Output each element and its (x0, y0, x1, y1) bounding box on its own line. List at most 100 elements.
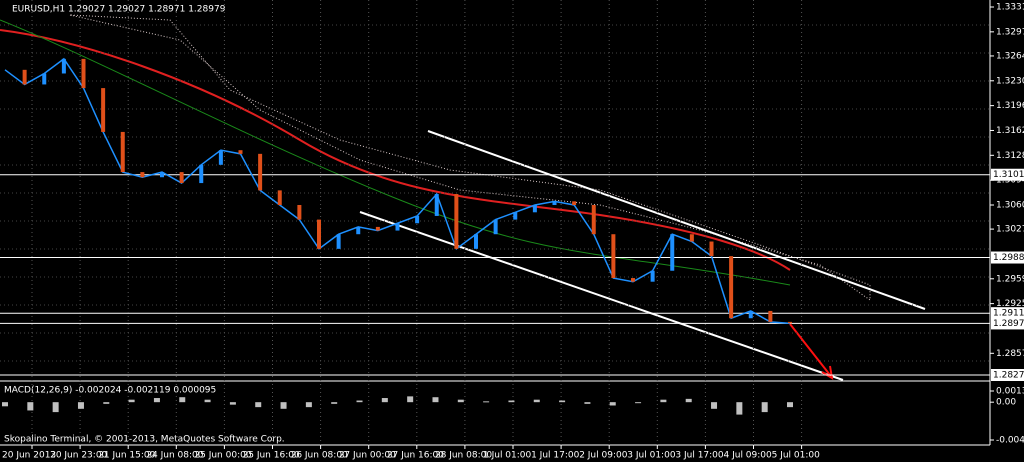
time-label: 26 Jun 08:00 (291, 451, 348, 461)
price-tick-label: 1.33310 (996, 3, 1024, 13)
macd-bar (77, 402, 84, 409)
level-label: 1.28979 (993, 319, 1024, 329)
candle (631, 278, 635, 282)
candle (434, 194, 439, 216)
macd-bar (356, 400, 363, 403)
macd-bar (787, 402, 793, 408)
time-label: 27 Jun 00:00 (339, 451, 396, 461)
macd-bar (179, 397, 186, 403)
macd-bar (761, 402, 768, 413)
price-tick-label: 1.31620 (996, 126, 1024, 136)
price-tick-label: 1.29250 (996, 299, 1024, 309)
price-tick-label: 1.31280 (996, 151, 1024, 161)
candle (297, 204, 302, 220)
macd-bar (52, 402, 59, 413)
candle (650, 270, 655, 282)
candle (218, 150, 223, 165)
candle (493, 219, 498, 235)
level-label-box (991, 168, 1024, 181)
candle (81, 58, 86, 89)
price-tick-label: 1.32640 (996, 51, 1024, 61)
price-tick-label: 1.28570 (996, 349, 1024, 359)
level-label-box (991, 307, 1024, 320)
macd-bar (381, 398, 388, 403)
candle (277, 190, 282, 205)
candle (356, 226, 361, 235)
macd-bar (533, 399, 540, 403)
candle (336, 234, 341, 249)
candle (689, 234, 694, 242)
macd-bar (559, 400, 566, 403)
macd-bar (27, 402, 34, 411)
candle (768, 310, 773, 322)
macd-bar (280, 402, 287, 409)
macd-tick-label: 0.00 (996, 398, 1016, 408)
time-label: 4 Jul 09:00 (724, 451, 773, 461)
candle (179, 172, 184, 184)
time-label: 2 Jul 09:00 (579, 451, 628, 461)
macd-bar (660, 399, 667, 403)
candle (22, 69, 27, 85)
time-label: 25 Jun 16:00 (243, 451, 300, 461)
time-label: 27 Jun 16:00 (387, 451, 444, 461)
time-label: 25 Jun 00:00 (194, 451, 251, 461)
candle (748, 310, 753, 319)
candle (375, 226, 380, 231)
time-label: 3 Jul 01:00 (627, 451, 676, 461)
candle (788, 321, 792, 324)
candle (709, 241, 714, 257)
time-label: 28 Jun 08:00 (435, 451, 492, 461)
level-label-box (991, 369, 1024, 381)
level-label-box (991, 251, 1024, 264)
chart-header: EURUSD,H1 1.29027 1.29027 1.28971 1.2897… (12, 5, 226, 15)
level-label: 1.31014 (993, 170, 1024, 180)
candle (611, 234, 616, 279)
macd-bar (635, 402, 642, 404)
macd-tick-label: 0.00135 (996, 387, 1024, 397)
candle (160, 172, 164, 178)
candle (591, 204, 596, 235)
candle (670, 234, 675, 271)
candle (199, 164, 204, 184)
macd-bar (229, 402, 236, 405)
forecast-arrowhead (821, 365, 834, 380)
macd-bar (255, 402, 262, 408)
channel-upper (427, 130, 926, 310)
candle (454, 194, 459, 249)
candle (415, 215, 420, 224)
level-label: 1.29119 (993, 309, 1024, 319)
macd-tick-label: -0.00457 (996, 436, 1024, 446)
price-tick-label: 1.29590 (996, 274, 1024, 284)
macd-bar (609, 402, 616, 406)
candle (120, 131, 125, 173)
price-tick-label: 1.32300 (996, 76, 1024, 86)
level-label: 1.28273 (993, 371, 1024, 381)
candle (532, 204, 537, 213)
time-label: 21 Jun 15:00 (98, 451, 155, 461)
time-label: 20 Jun 23:00 (50, 451, 107, 461)
level-label-box (991, 317, 1024, 330)
moving-average-slow (0, 19, 791, 286)
candle (729, 256, 734, 319)
macd-bar (685, 398, 692, 403)
price-tick-label: 1.31960 (996, 101, 1024, 111)
macd-bar (407, 396, 414, 403)
macd-bar (736, 402, 743, 415)
candle (238, 150, 243, 154)
footer: Skopalino Terminal, © 2001-2013, MetaQuo… (4, 435, 285, 445)
macd-bar (128, 399, 135, 403)
candle (101, 88, 106, 132)
macd-bar (483, 401, 490, 403)
price-tick-label: 1.30600 (996, 200, 1024, 210)
candle (572, 201, 577, 205)
macd-bar (204, 399, 211, 403)
price-tick-label: 1.32970 (996, 27, 1024, 37)
candle (61, 58, 66, 74)
time-label: 1 Jul 01:00 (483, 451, 532, 461)
macd-bar (432, 397, 439, 403)
time-label: 5 Jul 01:00 (772, 451, 821, 461)
macd-bar (508, 400, 515, 403)
